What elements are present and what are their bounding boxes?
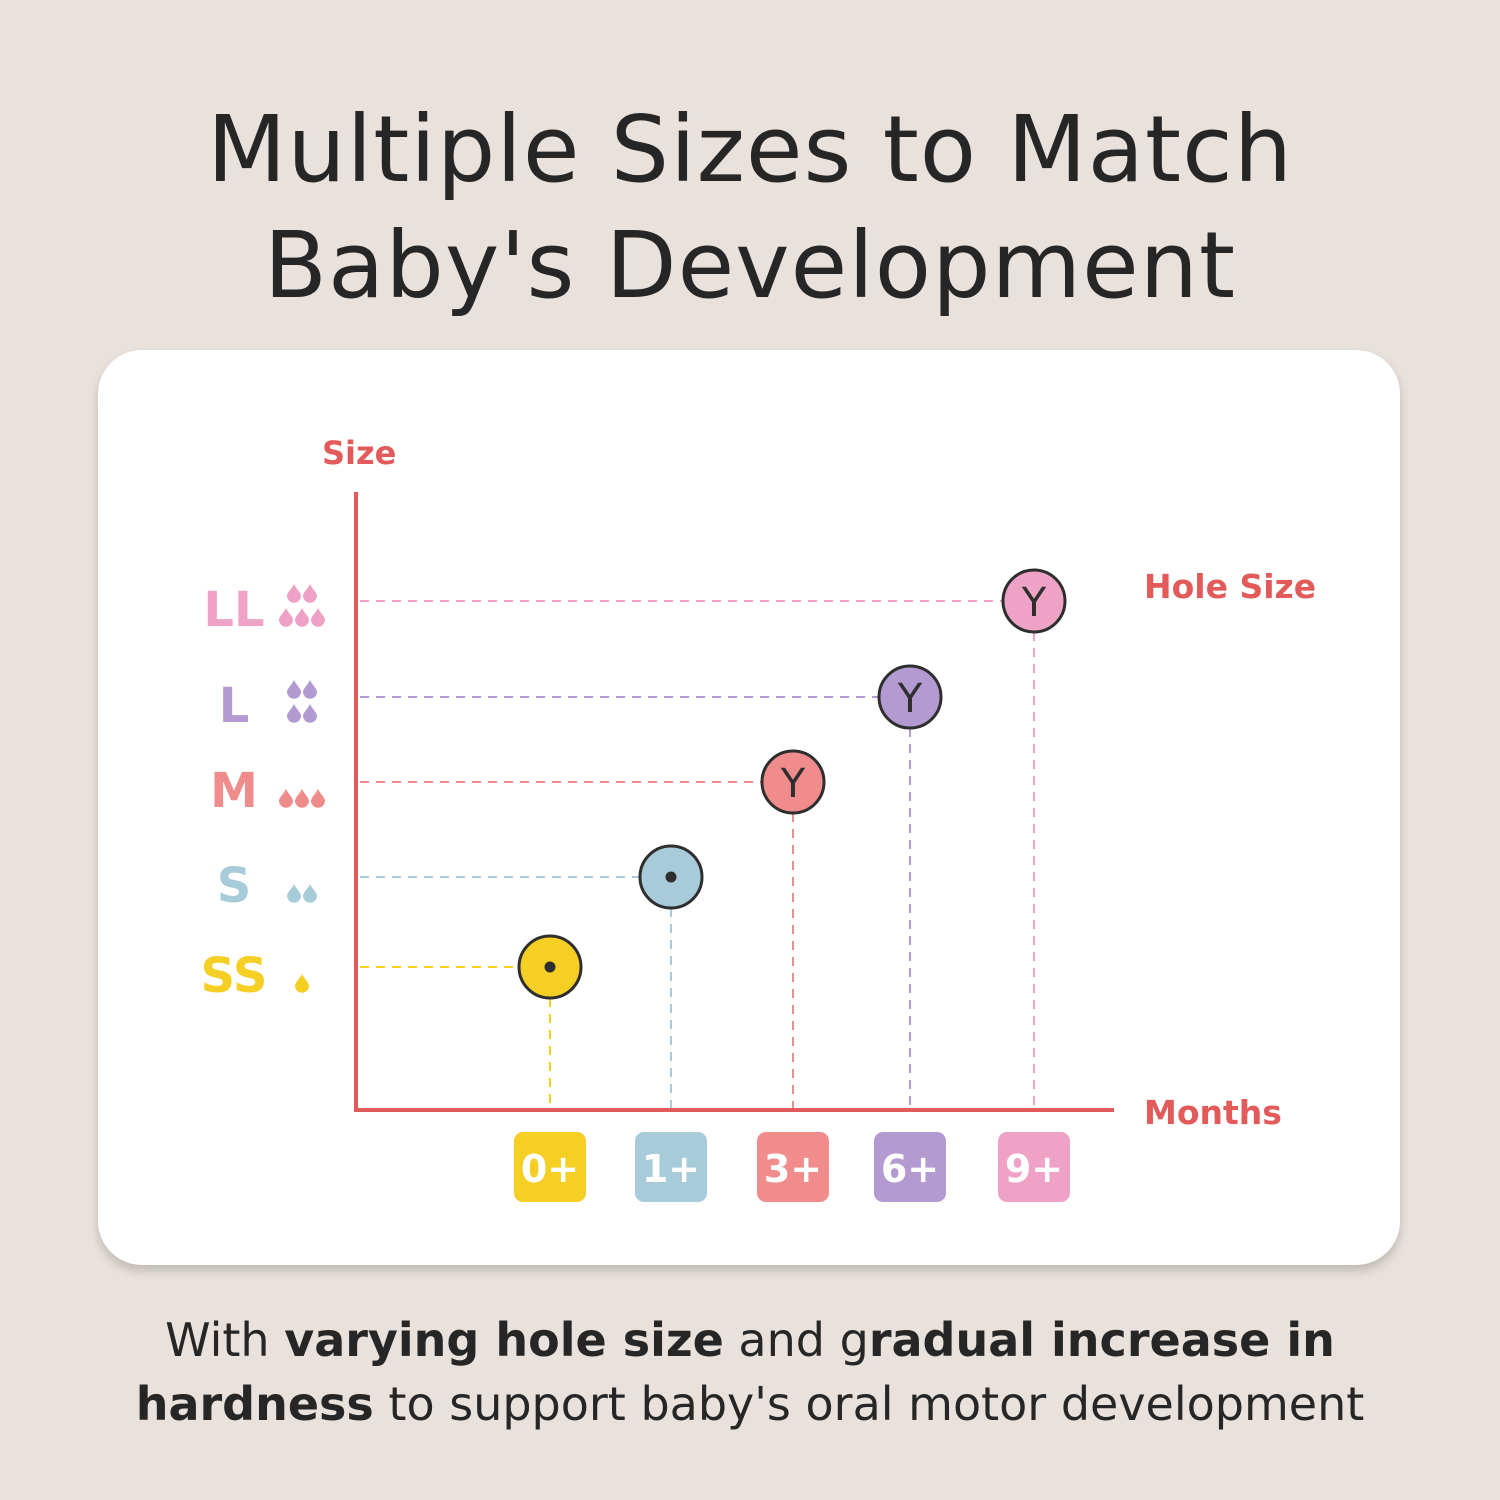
nipple-marker <box>877 664 943 730</box>
footer-segment: to support baby's oral motor development <box>373 1377 1365 1431</box>
drop-icon <box>303 703 317 723</box>
hole-size-point <box>517 934 583 1000</box>
drop-icon <box>303 583 317 603</box>
footer-segment: radual increase in <box>868 1313 1335 1367</box>
y-cut-hole-icon: Y <box>780 761 806 807</box>
hole-size-point: Y <box>760 749 826 815</box>
round-hole-icon <box>544 961 556 973</box>
drop-group <box>295 973 309 993</box>
y-cut-hole-icon: Y <box>897 676 923 722</box>
x-tick-label: 1+ <box>642 1147 700 1191</box>
title-line-1: Multiple Sizes to Match <box>206 96 1294 203</box>
footer-line-1: With varying hole size and gradual incre… <box>0 1308 1500 1372</box>
drop-group <box>287 679 317 723</box>
drop-group <box>279 788 325 808</box>
hole-size-point <box>638 844 704 910</box>
x-tick-labels: 0+ 1+ 3+ 6+ 9+ <box>514 1132 1070 1202</box>
y-cut-hole-icon: Y <box>1021 580 1047 626</box>
round-hole-icon <box>665 871 677 883</box>
nipple-marker <box>1001 568 1067 634</box>
x-tick-label: 6+ <box>881 1147 939 1191</box>
footer-line-2: hardness to support baby's oral motor de… <box>0 1372 1500 1436</box>
hole-size-point: Y <box>1001 568 1067 634</box>
x-tick-badge <box>635 1132 707 1202</box>
drop-icon <box>287 583 301 603</box>
x-tick-badge <box>874 1132 946 1202</box>
footer-segment: hardness <box>135 1377 374 1431</box>
y-tick-label: M <box>210 763 258 819</box>
hole-size-label: Hole Size <box>1144 567 1316 606</box>
drop-icon <box>279 607 293 627</box>
y-tick-label: LL <box>203 582 264 638</box>
hole-size-point: Y <box>877 664 943 730</box>
y-axis-label: Size <box>322 434 396 472</box>
x-tick-badge <box>514 1132 586 1202</box>
x-tick-badge <box>757 1132 829 1202</box>
drop-icon <box>311 607 325 627</box>
y-tick-label: L <box>219 678 250 734</box>
drop-icon <box>287 883 301 903</box>
drop-icon <box>279 788 293 808</box>
nipple-marker <box>760 749 826 815</box>
drop-icon <box>303 883 317 903</box>
x-tick-label: 9+ <box>1005 1147 1063 1191</box>
footer-segment: varying hole size <box>284 1313 724 1367</box>
title-line-2: Baby's Development <box>263 212 1237 319</box>
page-title: Multiple Sizes to Match Baby's Developme… <box>0 92 1500 324</box>
footer-segment: and g <box>723 1313 869 1367</box>
y-tick-label: SS <box>201 948 268 1004</box>
drop-icon <box>311 788 325 808</box>
x-tick-label: 3+ <box>764 1147 822 1191</box>
drop-group <box>279 583 325 627</box>
drop-icon <box>287 703 301 723</box>
chart-card: Size Months Hole Size SS S M L LL 0+ 1+ 3+ 6+ 9+… <box>98 350 1400 1265</box>
footer-caption: With varying hole size and gradual incre… <box>0 1308 1500 1436</box>
data-points: Y Y Y <box>517 568 1067 1000</box>
footer-segment: With <box>165 1313 285 1367</box>
drop-icon <box>295 607 309 627</box>
y-tick-label: S <box>217 858 252 914</box>
x-tick-badge <box>998 1132 1070 1202</box>
drop-icon <box>295 973 309 993</box>
drop-icon <box>303 679 317 699</box>
drop-icon <box>295 788 309 808</box>
guide-lines <box>360 600 1035 1108</box>
x-axis-label: Months <box>1144 1093 1282 1132</box>
drop-icon <box>287 679 301 699</box>
drop-group <box>287 883 317 903</box>
x-tick-label: 0+ <box>521 1147 579 1191</box>
chart-axes <box>354 492 1114 1112</box>
